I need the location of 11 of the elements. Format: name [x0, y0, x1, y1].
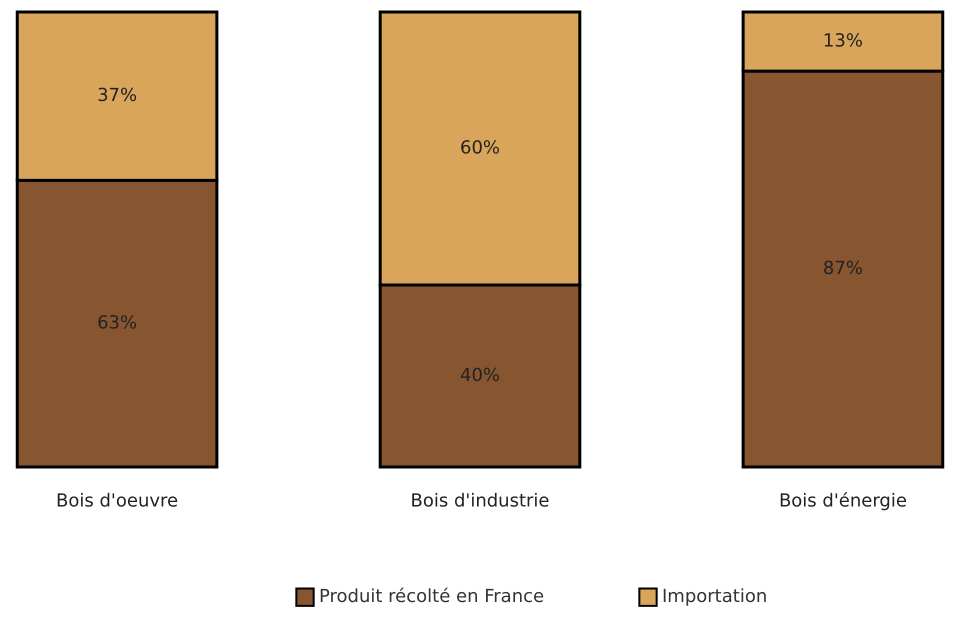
data-label: 60% [460, 138, 500, 158]
data-label: 37% [97, 85, 138, 106]
legend-label: Importation [662, 586, 768, 608]
data-label: 40% [460, 365, 500, 386]
x-tick-label: Bois d'industrie [410, 490, 550, 512]
data-label: 63% [97, 312, 138, 334]
data-label: 13% [822, 30, 863, 52]
data-label: 87% [822, 258, 863, 280]
x-tick-label: Bois d'énergie [778, 490, 907, 512]
legend-label: Produit récolté en France [319, 586, 544, 608]
x-tick-label: Bois d'oeuvre [56, 490, 178, 512]
